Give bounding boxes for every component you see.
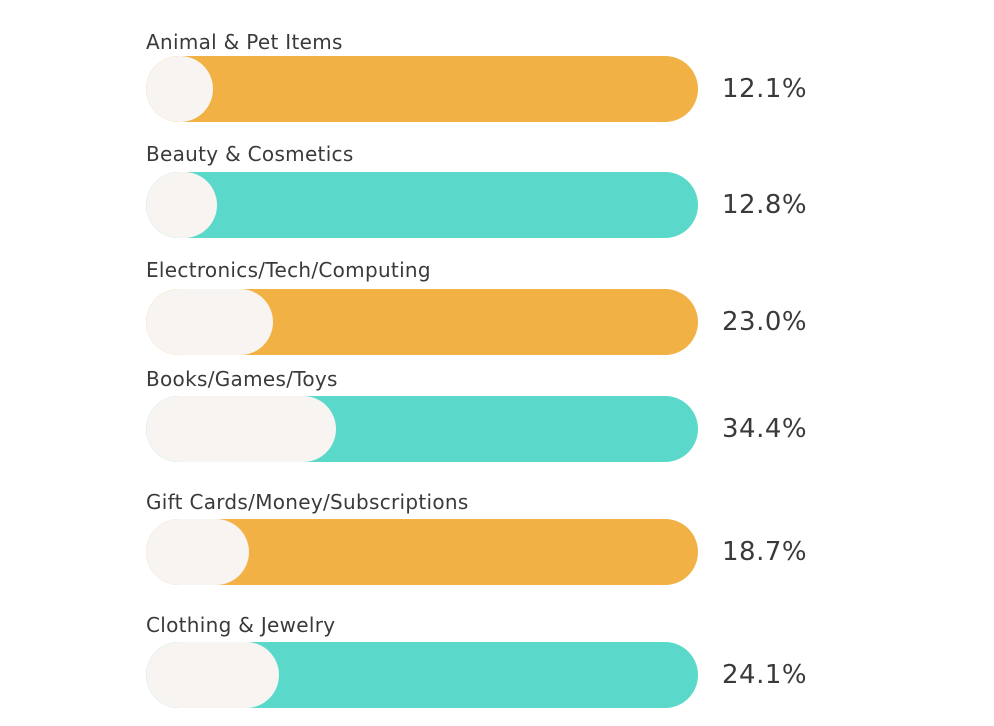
bar-fill: [146, 56, 213, 122]
bar-track: [146, 56, 698, 122]
category-label: Animal & Pet Items: [146, 30, 343, 54]
bar-fill: [146, 642, 280, 708]
bar-track: [146, 172, 698, 238]
bar-track: [146, 519, 698, 585]
value-label: 12.8%: [722, 190, 808, 220]
value-label: 18.7%: [722, 537, 808, 567]
category-label: Clothing & Jewelry: [146, 613, 336, 637]
category-label: Beauty & Cosmetics: [146, 142, 354, 166]
bar-track: [146, 642, 698, 708]
value-label: 12.1%: [722, 74, 808, 104]
bar-fill: [146, 396, 336, 462]
category-label: Electronics/Tech/Computing: [146, 258, 431, 282]
category-label: Books/Games/Toys: [146, 367, 338, 391]
value-label: 24.1%: [722, 660, 808, 690]
bar-track: [146, 396, 698, 462]
bar-fill: [146, 289, 273, 355]
value-label: 34.4%: [722, 414, 808, 444]
bar-fill: [146, 172, 217, 238]
category-label: Gift Cards/Money/Subscriptions: [146, 490, 469, 514]
value-label: 23.0%: [722, 307, 808, 337]
bar-fill: [146, 519, 250, 585]
bar-track: [146, 289, 698, 355]
